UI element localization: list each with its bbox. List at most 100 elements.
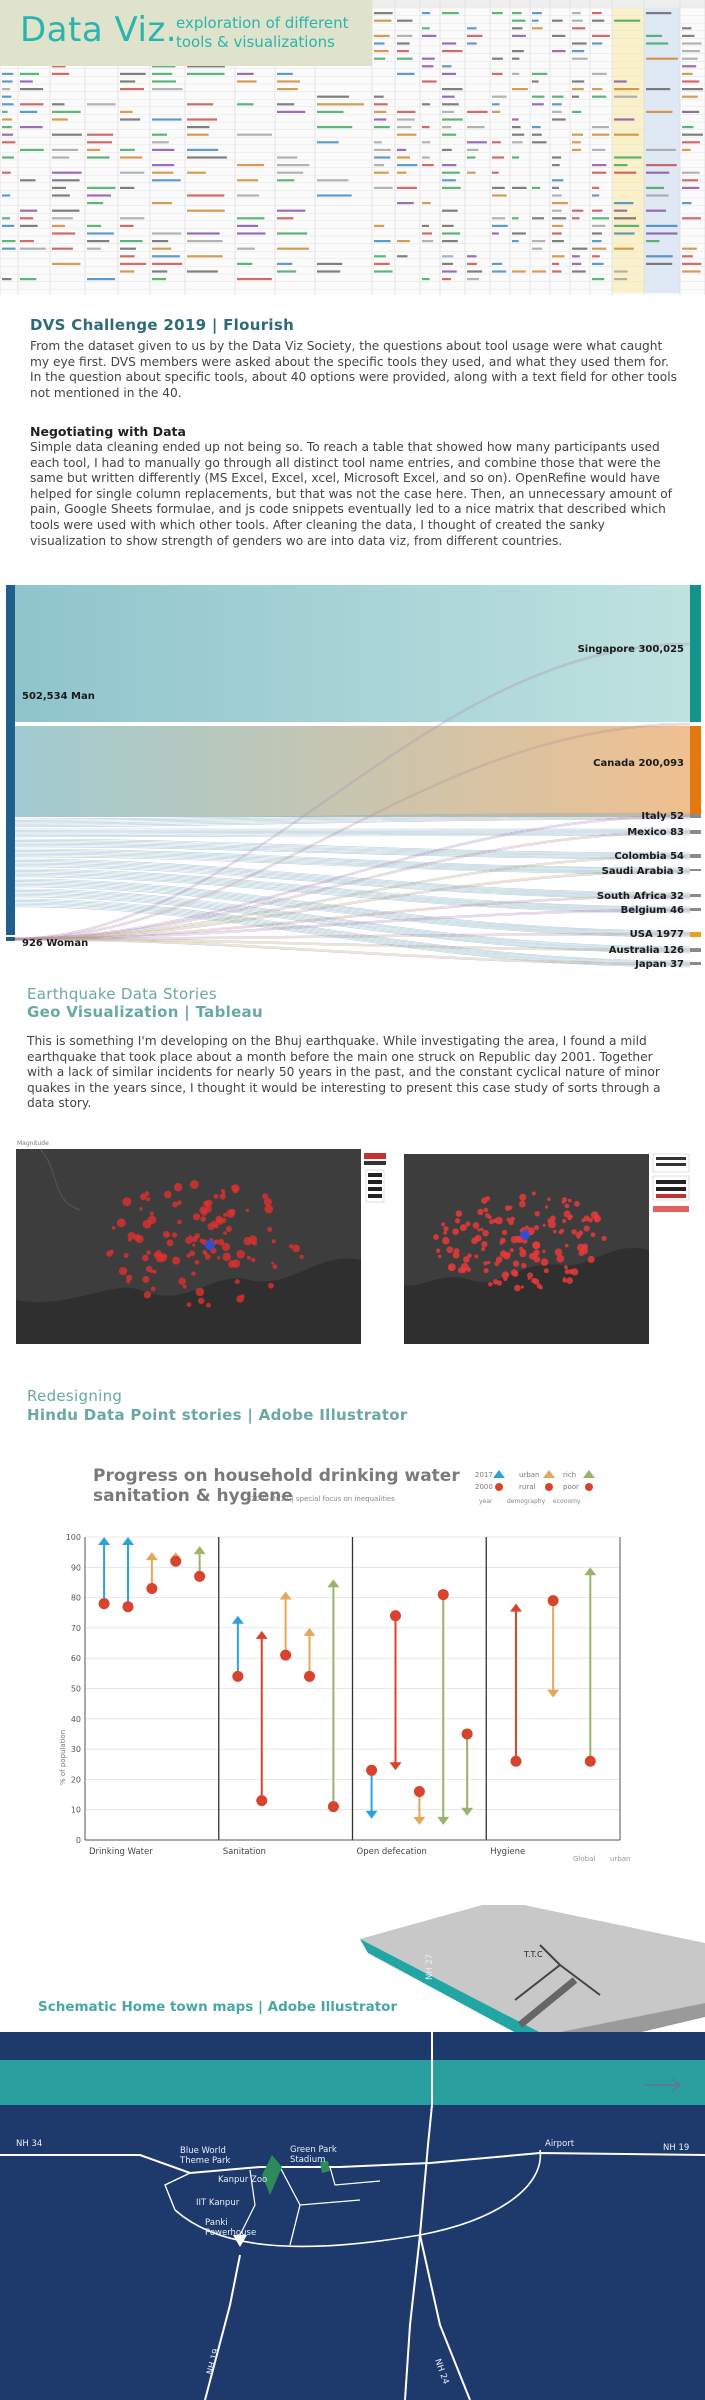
sheet-cell-text	[572, 88, 584, 91]
quake-map-caption: Magnitude	[17, 1140, 49, 1147]
iso-block-top	[360, 1905, 705, 2035]
sheet-cell-text	[552, 202, 568, 205]
sheet-cell-text	[532, 133, 542, 136]
sheet-cell-text	[646, 240, 660, 243]
sheet-cell-text	[20, 72, 40, 75]
start-dot	[304, 1670, 316, 1682]
quake-point	[481, 1197, 488, 1204]
sheet-cell-text	[87, 194, 112, 197]
sheet-cell-text	[467, 148, 479, 151]
sankey-node-small	[690, 932, 701, 937]
sheet-cell-text	[682, 186, 700, 189]
sankey-node-singapore	[690, 585, 701, 722]
sankey-flow-small	[12, 834, 691, 838]
sheet-cell-text	[52, 171, 82, 174]
water-chart-footer-urban: urban	[610, 1855, 630, 1863]
sheet-cell-text	[374, 255, 386, 258]
sheet-cell-text	[592, 126, 609, 129]
sheet-cell-text	[20, 278, 37, 281]
ytick-label: 90	[71, 1563, 81, 1572]
map-label-green-park: Green Park Stadium	[290, 2145, 337, 2165]
sheet-cell-text	[646, 12, 672, 15]
sheet-cell-text	[52, 224, 65, 227]
legend-dot-icon	[585, 1483, 593, 1491]
sheet-cell-text	[152, 72, 173, 75]
legend-arrow-icon	[583, 1470, 595, 1478]
start-dot	[510, 1755, 522, 1767]
arrow-head	[145, 1552, 158, 1561]
arrow-head	[255, 1630, 268, 1639]
sankey-flow-canada	[13, 726, 690, 817]
sheet-cell-text	[532, 72, 548, 75]
sankey-flow-small	[12, 843, 691, 858]
sheet-cell-text	[682, 95, 698, 98]
sankey-left-label-man: 502,534 Man	[22, 691, 95, 702]
quake-point	[116, 1218, 126, 1228]
sankey-flow-small	[12, 840, 691, 855]
sheet-cell-text	[20, 209, 38, 212]
sheet-cell-text	[592, 42, 603, 45]
sankey-flow-woman	[12, 643, 691, 940]
sheet-cell-text	[2, 224, 15, 227]
quake-point	[191, 1271, 196, 1276]
sankey-flow-woman	[12, 937, 691, 950]
sheet-cell-text	[532, 27, 543, 30]
sheet-cell-text	[237, 133, 273, 136]
quake-point	[558, 1230, 563, 1235]
sankey-flow-small	[12, 817, 691, 826]
quake-point	[542, 1249, 546, 1254]
sheet-cell-text	[572, 247, 588, 250]
sheet-cell-text	[682, 34, 695, 37]
quake-point	[519, 1238, 523, 1242]
quake-point	[543, 1268, 549, 1274]
sheet-cell-text	[492, 270, 507, 273]
quake-point-blue	[520, 1230, 530, 1240]
sheet-cell-text	[614, 164, 628, 167]
start-dot	[98, 1598, 110, 1610]
legend-group-urban: urban	[519, 1471, 539, 1479]
sheet-cell-text	[442, 110, 454, 113]
legend-year-2000: 2000	[475, 1483, 493, 1491]
sheet-cell-text	[2, 247, 16, 250]
ytick-label: 60	[71, 1654, 81, 1663]
sheet-cell-text	[442, 262, 454, 265]
sankey-flow-small	[12, 871, 691, 910]
quake-point	[139, 1207, 143, 1211]
quake-land	[404, 1154, 649, 1286]
quake-point	[188, 1235, 193, 1239]
quake-point	[271, 1261, 275, 1265]
sheet-cell-text	[682, 270, 701, 273]
sheet-cell-text	[120, 262, 147, 265]
sheet-cell-text	[277, 179, 295, 182]
sheet-cell-text	[374, 186, 393, 189]
quake-point	[264, 1204, 274, 1214]
sheet-cell-text	[120, 110, 133, 113]
quake-point	[437, 1254, 442, 1259]
sheet-cell-text	[152, 148, 175, 151]
sheet-cell-text	[614, 156, 642, 159]
sheet-cell-text	[532, 186, 541, 189]
ytick-label: 20	[71, 1775, 81, 1784]
sheet-cell-text	[20, 247, 46, 250]
sankey-flow-small	[12, 830, 691, 832]
sheet-cell-text	[592, 255, 600, 258]
quake-point	[502, 1251, 511, 1260]
legend-year-2017: 2017	[475, 1471, 493, 1479]
xtick-label: Drinking Water	[89, 1847, 153, 1857]
quake-point	[521, 1262, 527, 1269]
sheet-cell-text	[512, 57, 520, 60]
sheet-cell-text	[187, 209, 225, 212]
sheet-cell-text	[20, 80, 33, 83]
sheet-cell-text	[592, 171, 607, 174]
sheet-cell-text	[374, 103, 388, 106]
sheet-cell-text	[467, 278, 480, 281]
sheet-cell-text	[442, 186, 461, 189]
legend-arrow-icon	[543, 1470, 555, 1478]
sheet-cell-text	[552, 34, 566, 37]
sheet-cell-text	[187, 148, 219, 151]
sankey-flow-small	[12, 812, 691, 820]
sheet-cell-text	[492, 141, 501, 144]
sheet-cell-text	[492, 72, 503, 75]
sheet-cell-text	[277, 88, 298, 91]
